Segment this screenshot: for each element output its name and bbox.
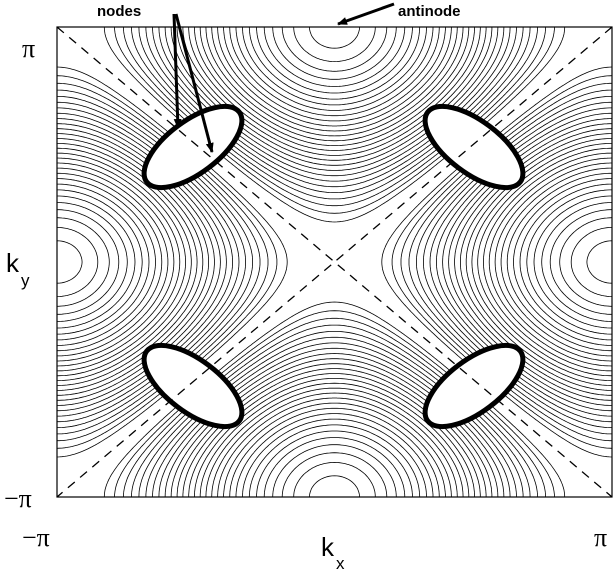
node-ellipse-bottom-left <box>141 342 245 430</box>
contour-level <box>57 27 612 497</box>
y-axis-title: k y <box>6 248 30 290</box>
contour-level <box>57 27 612 497</box>
contour-level <box>57 27 612 497</box>
plot-frame <box>56 26 613 498</box>
contour-level <box>57 27 612 497</box>
y-axis-label: k <box>6 248 20 278</box>
node-contours <box>141 103 526 430</box>
y-max-label: π <box>22 34 35 63</box>
contour-level <box>57 27 612 497</box>
contour-level <box>57 27 612 497</box>
nodes-label: nodes <box>97 3 141 20</box>
contour-level <box>57 27 612 497</box>
node-ellipse-top-right <box>422 103 526 191</box>
y-axis-subscript: y <box>21 271 30 290</box>
contour-level <box>57 27 612 497</box>
x-max-label: π <box>594 523 607 552</box>
antinode-label: antinode <box>398 3 461 20</box>
contour-level <box>57 27 612 497</box>
contour-level <box>57 27 612 497</box>
contour-level <box>57 27 612 497</box>
contour-lines <box>57 27 612 497</box>
diagonal-main <box>57 27 612 497</box>
contour-level <box>57 27 612 497</box>
x-axis-subscript: x <box>336 554 345 571</box>
node-ellipse-bottom-right <box>422 342 526 430</box>
contour-level <box>57 27 612 497</box>
x-min-label: −π <box>22 523 50 552</box>
contour-level <box>57 27 612 497</box>
contour-level <box>57 27 612 497</box>
node-diagonals <box>57 27 612 497</box>
contour-level <box>57 27 612 497</box>
nodes-arrow-left <box>172 13 182 129</box>
annotation-arrows <box>172 2 395 153</box>
diagonal-anti <box>57 27 612 497</box>
contour-level <box>57 27 612 497</box>
contour-level <box>57 27 612 497</box>
contour-level <box>57 27 612 497</box>
x-axis-title: k x <box>321 532 345 571</box>
contour-level <box>57 27 612 497</box>
antinode-arrow <box>337 2 395 26</box>
contour-level <box>57 27 612 497</box>
contour-level <box>57 27 612 497</box>
contour-level <box>57 27 612 497</box>
contour-level <box>57 27 612 497</box>
contour-level <box>57 27 612 497</box>
nodes-arrow-right <box>174 13 214 153</box>
contour-level <box>57 27 612 497</box>
contour-level <box>57 27 612 497</box>
contour-level <box>57 27 612 497</box>
contour-level <box>57 27 612 497</box>
x-axis-label: k <box>321 532 335 562</box>
y-min-label: −π <box>4 484 32 513</box>
